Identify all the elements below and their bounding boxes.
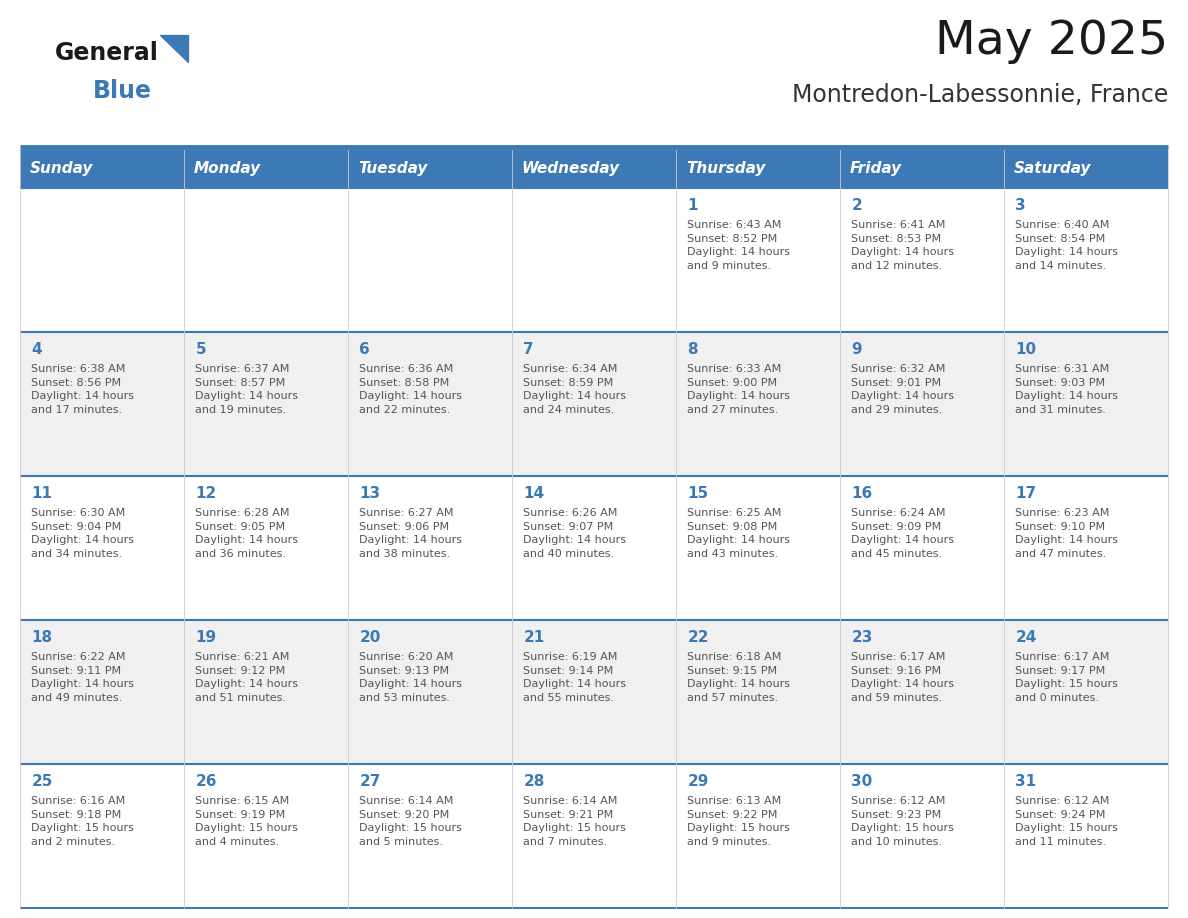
Text: Sunrise: 6:41 AM
Sunset: 8:53 PM
Daylight: 14 hours
and 12 minutes.: Sunrise: 6:41 AM Sunset: 8:53 PM Dayligh… xyxy=(852,220,954,271)
Text: 31: 31 xyxy=(1016,774,1037,789)
Text: Sunrise: 6:24 AM
Sunset: 9:09 PM
Daylight: 14 hours
and 45 minutes.: Sunrise: 6:24 AM Sunset: 9:09 PM Dayligh… xyxy=(852,508,954,559)
Text: 15: 15 xyxy=(688,486,708,501)
Text: Sunrise: 6:18 AM
Sunset: 9:15 PM
Daylight: 14 hours
and 57 minutes.: Sunrise: 6:18 AM Sunset: 9:15 PM Dayligh… xyxy=(688,652,790,703)
Text: Sunrise: 6:33 AM
Sunset: 9:00 PM
Daylight: 14 hours
and 27 minutes.: Sunrise: 6:33 AM Sunset: 9:00 PM Dayligh… xyxy=(688,364,790,415)
Text: Montredon-Labessonnie, France: Montredon-Labessonnie, France xyxy=(791,83,1168,107)
Text: 1: 1 xyxy=(688,198,699,213)
Text: 17: 17 xyxy=(1016,486,1037,501)
Text: 10: 10 xyxy=(1016,342,1037,357)
Text: Sunrise: 6:16 AM
Sunset: 9:18 PM
Daylight: 15 hours
and 2 minutes.: Sunrise: 6:16 AM Sunset: 9:18 PM Dayligh… xyxy=(31,796,134,846)
Text: Sunrise: 6:12 AM
Sunset: 9:24 PM
Daylight: 15 hours
and 11 minutes.: Sunrise: 6:12 AM Sunset: 9:24 PM Dayligh… xyxy=(1016,796,1118,846)
Text: 30: 30 xyxy=(852,774,873,789)
Text: Sunrise: 6:14 AM
Sunset: 9:21 PM
Daylight: 15 hours
and 7 minutes.: Sunrise: 6:14 AM Sunset: 9:21 PM Dayligh… xyxy=(524,796,626,846)
Text: 26: 26 xyxy=(196,774,217,789)
Text: 9: 9 xyxy=(852,342,862,357)
Text: 7: 7 xyxy=(524,342,535,357)
Text: Friday: Friday xyxy=(849,162,902,176)
Text: Sunrise: 6:37 AM
Sunset: 8:57 PM
Daylight: 14 hours
and 19 minutes.: Sunrise: 6:37 AM Sunset: 8:57 PM Dayligh… xyxy=(196,364,298,415)
Bar xyxy=(20,332,1168,476)
Text: Sunrise: 6:28 AM
Sunset: 9:05 PM
Daylight: 14 hours
and 36 minutes.: Sunrise: 6:28 AM Sunset: 9:05 PM Dayligh… xyxy=(196,508,298,559)
Text: 28: 28 xyxy=(524,774,545,789)
Text: Sunrise: 6:21 AM
Sunset: 9:12 PM
Daylight: 14 hours
and 51 minutes.: Sunrise: 6:21 AM Sunset: 9:12 PM Dayligh… xyxy=(196,652,298,703)
Text: Sunrise: 6:38 AM
Sunset: 8:56 PM
Daylight: 14 hours
and 17 minutes.: Sunrise: 6:38 AM Sunset: 8:56 PM Dayligh… xyxy=(31,364,134,415)
Text: 22: 22 xyxy=(688,630,709,645)
Bar xyxy=(20,764,1168,908)
Text: Monday: Monday xyxy=(194,162,261,176)
Text: Sunrise: 6:43 AM
Sunset: 8:52 PM
Daylight: 14 hours
and 9 minutes.: Sunrise: 6:43 AM Sunset: 8:52 PM Dayligh… xyxy=(688,220,790,271)
Text: Sunrise: 6:14 AM
Sunset: 9:20 PM
Daylight: 15 hours
and 5 minutes.: Sunrise: 6:14 AM Sunset: 9:20 PM Dayligh… xyxy=(360,796,462,846)
Text: Saturday: Saturday xyxy=(1013,162,1092,176)
Text: General: General xyxy=(55,41,159,65)
Text: Sunrise: 6:34 AM
Sunset: 8:59 PM
Daylight: 14 hours
and 24 minutes.: Sunrise: 6:34 AM Sunset: 8:59 PM Dayligh… xyxy=(524,364,626,415)
Text: Wednesday: Wednesday xyxy=(522,162,620,176)
Text: 25: 25 xyxy=(31,774,52,789)
Bar xyxy=(20,188,1168,332)
Text: Thursday: Thursday xyxy=(685,162,765,176)
Text: 6: 6 xyxy=(360,342,371,357)
Text: 18: 18 xyxy=(31,630,52,645)
Text: Sunrise: 6:25 AM
Sunset: 9:08 PM
Daylight: 14 hours
and 43 minutes.: Sunrise: 6:25 AM Sunset: 9:08 PM Dayligh… xyxy=(688,508,790,559)
Text: Sunday: Sunday xyxy=(30,162,93,176)
Text: Sunrise: 6:30 AM
Sunset: 9:04 PM
Daylight: 14 hours
and 34 minutes.: Sunrise: 6:30 AM Sunset: 9:04 PM Dayligh… xyxy=(31,508,134,559)
Bar xyxy=(20,150,1168,188)
Text: Sunrise: 6:32 AM
Sunset: 9:01 PM
Daylight: 14 hours
and 29 minutes.: Sunrise: 6:32 AM Sunset: 9:01 PM Dayligh… xyxy=(852,364,954,415)
Text: 2: 2 xyxy=(852,198,862,213)
Text: 16: 16 xyxy=(852,486,873,501)
Text: Sunrise: 6:23 AM
Sunset: 9:10 PM
Daylight: 14 hours
and 47 minutes.: Sunrise: 6:23 AM Sunset: 9:10 PM Dayligh… xyxy=(1016,508,1118,559)
Text: May 2025: May 2025 xyxy=(935,19,1168,64)
Text: Sunrise: 6:20 AM
Sunset: 9:13 PM
Daylight: 14 hours
and 53 minutes.: Sunrise: 6:20 AM Sunset: 9:13 PM Dayligh… xyxy=(360,652,462,703)
Text: 23: 23 xyxy=(852,630,873,645)
Text: Sunrise: 6:31 AM
Sunset: 9:03 PM
Daylight: 14 hours
and 31 minutes.: Sunrise: 6:31 AM Sunset: 9:03 PM Dayligh… xyxy=(1016,364,1118,415)
Text: Sunrise: 6:26 AM
Sunset: 9:07 PM
Daylight: 14 hours
and 40 minutes.: Sunrise: 6:26 AM Sunset: 9:07 PM Dayligh… xyxy=(524,508,626,559)
Text: 20: 20 xyxy=(360,630,381,645)
Text: Sunrise: 6:15 AM
Sunset: 9:19 PM
Daylight: 15 hours
and 4 minutes.: Sunrise: 6:15 AM Sunset: 9:19 PM Dayligh… xyxy=(196,796,298,846)
Text: Sunrise: 6:12 AM
Sunset: 9:23 PM
Daylight: 15 hours
and 10 minutes.: Sunrise: 6:12 AM Sunset: 9:23 PM Dayligh… xyxy=(852,796,954,846)
Text: 8: 8 xyxy=(688,342,699,357)
Text: 3: 3 xyxy=(1016,198,1026,213)
Text: Sunrise: 6:17 AM
Sunset: 9:16 PM
Daylight: 14 hours
and 59 minutes.: Sunrise: 6:17 AM Sunset: 9:16 PM Dayligh… xyxy=(852,652,954,703)
Text: 27: 27 xyxy=(360,774,381,789)
Text: 12: 12 xyxy=(196,486,216,501)
Text: Sunrise: 6:36 AM
Sunset: 8:58 PM
Daylight: 14 hours
and 22 minutes.: Sunrise: 6:36 AM Sunset: 8:58 PM Dayligh… xyxy=(360,364,462,415)
Text: 13: 13 xyxy=(360,486,380,501)
Text: Sunrise: 6:17 AM
Sunset: 9:17 PM
Daylight: 15 hours
and 0 minutes.: Sunrise: 6:17 AM Sunset: 9:17 PM Dayligh… xyxy=(1016,652,1118,703)
Text: Sunrise: 6:13 AM
Sunset: 9:22 PM
Daylight: 15 hours
and 9 minutes.: Sunrise: 6:13 AM Sunset: 9:22 PM Dayligh… xyxy=(688,796,790,846)
Text: Sunrise: 6:27 AM
Sunset: 9:06 PM
Daylight: 14 hours
and 38 minutes.: Sunrise: 6:27 AM Sunset: 9:06 PM Dayligh… xyxy=(360,508,462,559)
Text: Sunrise: 6:22 AM
Sunset: 9:11 PM
Daylight: 14 hours
and 49 minutes.: Sunrise: 6:22 AM Sunset: 9:11 PM Dayligh… xyxy=(31,652,134,703)
Bar xyxy=(20,476,1168,620)
Text: 21: 21 xyxy=(524,630,545,645)
Text: 4: 4 xyxy=(31,342,42,357)
Text: 11: 11 xyxy=(31,486,52,501)
Text: Blue: Blue xyxy=(93,79,152,103)
Text: 29: 29 xyxy=(688,774,709,789)
Text: 19: 19 xyxy=(196,630,216,645)
Text: 24: 24 xyxy=(1016,630,1037,645)
Text: Tuesday: Tuesday xyxy=(358,162,428,176)
Polygon shape xyxy=(160,35,188,62)
Text: Sunrise: 6:40 AM
Sunset: 8:54 PM
Daylight: 14 hours
and 14 minutes.: Sunrise: 6:40 AM Sunset: 8:54 PM Dayligh… xyxy=(1016,220,1118,271)
Text: Sunrise: 6:19 AM
Sunset: 9:14 PM
Daylight: 14 hours
and 55 minutes.: Sunrise: 6:19 AM Sunset: 9:14 PM Dayligh… xyxy=(524,652,626,703)
Bar xyxy=(20,620,1168,764)
Text: 5: 5 xyxy=(196,342,206,357)
Text: 14: 14 xyxy=(524,486,544,501)
